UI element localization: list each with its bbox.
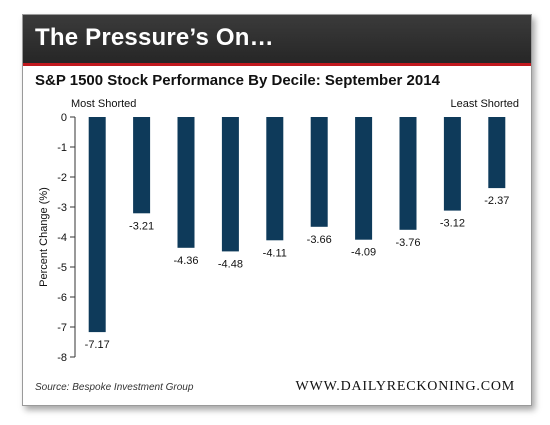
bars (88, 117, 506, 333)
y-tick-label: -2 (57, 172, 67, 184)
bar (177, 117, 195, 248)
data-label: -3.66 (307, 234, 332, 246)
y-tick-label: -3 (57, 202, 67, 214)
data-label: -3.12 (440, 218, 465, 230)
y-tick-label: -5 (57, 262, 67, 274)
bar (488, 117, 506, 189)
y-ticks: 0 -1 -2 -3 -4 -5 -6 -7 -8 (57, 112, 75, 364)
chart-title: S&P 1500 Stock Performance By Decile: Se… (35, 72, 440, 89)
chart-card: The Pressure’s On… S&P 1500 Stock Perfor… (22, 14, 532, 406)
bar (221, 117, 239, 252)
y-tick-label: -6 (57, 292, 67, 304)
source-note: Source: Bespoke Investment Group (35, 382, 194, 393)
banner-title: The Pressure’s On… (35, 24, 274, 51)
annotation-most-shorted: Most Shorted (71, 98, 136, 110)
website-label: WWW.DAILYRECKONING.COM (295, 379, 515, 394)
data-label: -4.11 (263, 247, 287, 259)
data-label: -3.76 (395, 237, 420, 249)
data-label: -2.37 (484, 195, 509, 207)
y-tick-label: -4 (57, 232, 67, 244)
bar (443, 117, 461, 211)
y-tick-label: 0 (61, 112, 67, 124)
bar (355, 117, 373, 240)
y-tick-label: -7 (57, 322, 67, 334)
annotation-least-shorted: Least Shorted (451, 98, 520, 110)
bar (133, 117, 151, 214)
title-banner: The Pressure’s On… (23, 15, 531, 66)
data-labels: -7.17 -3.21 -4.36 -4.48 -4.11 -3.66 -4.09 -3.76… (85, 195, 510, 351)
bar (399, 117, 417, 230)
data-label: -7.17 (85, 339, 110, 351)
y-tick-label: -8 (57, 352, 67, 364)
y-axis-label: Percent Change (%) (38, 187, 50, 287)
y-tick-label: -1 (57, 142, 67, 154)
bar (266, 117, 284, 241)
data-label: -3.21 (129, 220, 154, 232)
data-label: -4.09 (351, 247, 376, 259)
bar-chart: Most Shorted Least Shorted Percent Chang… (38, 98, 520, 364)
data-label: -4.36 (173, 255, 198, 267)
data-label: -4.48 (218, 258, 243, 270)
bar (310, 117, 328, 227)
bar (88, 117, 106, 333)
